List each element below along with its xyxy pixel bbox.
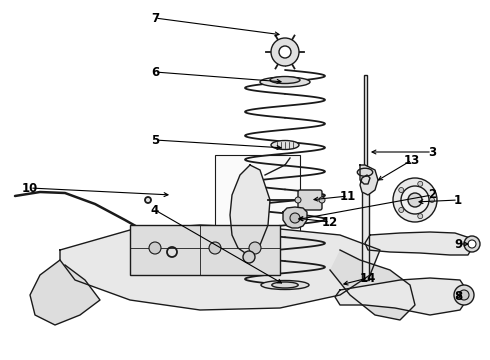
- Polygon shape: [335, 278, 470, 315]
- Circle shape: [454, 285, 474, 305]
- Text: 6: 6: [151, 66, 159, 78]
- Text: 9: 9: [454, 238, 462, 251]
- Ellipse shape: [270, 77, 300, 84]
- Text: 8: 8: [454, 289, 462, 302]
- Text: 14: 14: [360, 271, 376, 284]
- Circle shape: [249, 242, 261, 254]
- Circle shape: [167, 247, 177, 257]
- Polygon shape: [230, 165, 270, 255]
- Ellipse shape: [260, 77, 310, 87]
- Circle shape: [279, 46, 291, 58]
- Circle shape: [468, 240, 476, 248]
- Circle shape: [399, 207, 404, 212]
- Circle shape: [408, 193, 422, 207]
- Ellipse shape: [272, 282, 298, 288]
- Bar: [130, 225, 280, 275]
- Circle shape: [401, 186, 429, 214]
- Polygon shape: [283, 207, 307, 228]
- Circle shape: [209, 242, 221, 254]
- FancyBboxPatch shape: [298, 190, 322, 210]
- Circle shape: [418, 214, 423, 219]
- Circle shape: [295, 197, 301, 203]
- Circle shape: [430, 198, 435, 202]
- Polygon shape: [330, 250, 415, 320]
- Bar: [215, 155, 300, 270]
- Polygon shape: [60, 225, 380, 310]
- Circle shape: [149, 242, 161, 254]
- Text: 4: 4: [151, 203, 159, 216]
- Bar: [364, 75, 367, 167]
- Circle shape: [145, 197, 151, 203]
- Circle shape: [319, 197, 325, 203]
- Ellipse shape: [271, 140, 299, 149]
- Circle shape: [464, 236, 480, 252]
- Text: 1: 1: [454, 194, 462, 207]
- Text: 11: 11: [340, 189, 356, 202]
- Circle shape: [271, 38, 299, 66]
- Circle shape: [393, 178, 437, 222]
- Polygon shape: [30, 260, 100, 325]
- Circle shape: [290, 213, 300, 223]
- Text: 3: 3: [428, 145, 436, 158]
- Polygon shape: [365, 232, 472, 255]
- Text: 5: 5: [151, 134, 159, 147]
- Ellipse shape: [357, 168, 373, 176]
- Polygon shape: [360, 165, 378, 195]
- Bar: [362, 167, 368, 280]
- Ellipse shape: [261, 280, 309, 289]
- Text: 2: 2: [428, 189, 436, 202]
- Circle shape: [459, 290, 469, 300]
- Text: 7: 7: [151, 12, 159, 24]
- Circle shape: [243, 251, 255, 263]
- Circle shape: [418, 181, 423, 186]
- Text: 13: 13: [404, 153, 420, 166]
- Text: 12: 12: [322, 216, 338, 229]
- Text: 10: 10: [22, 181, 38, 194]
- Circle shape: [399, 188, 404, 193]
